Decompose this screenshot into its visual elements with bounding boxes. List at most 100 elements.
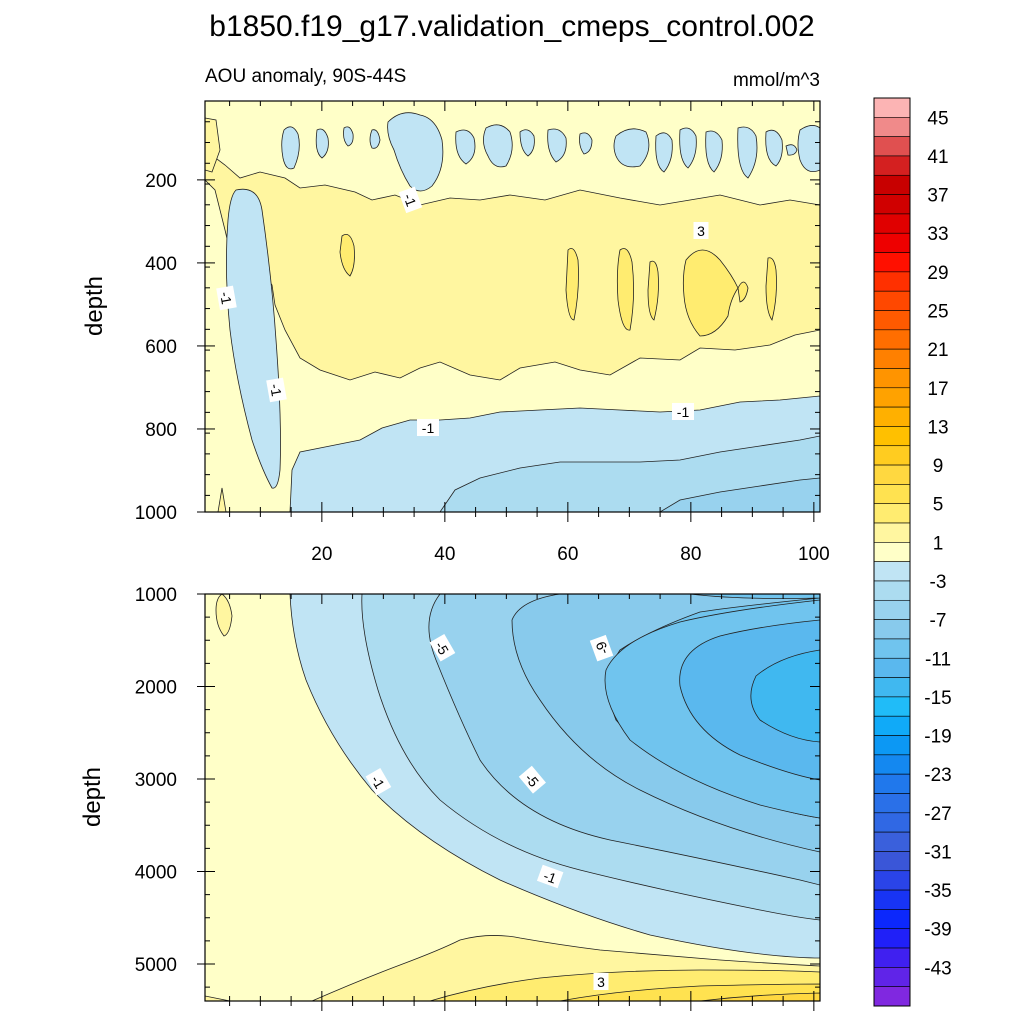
upper-contour-label-text: -1 xyxy=(400,191,419,208)
colorbar-label: 41 xyxy=(927,147,948,168)
colorbar-swatch xyxy=(873,503,911,524)
lower-contour-label: -1 xyxy=(365,767,392,796)
upper-contour-label-text: 3 xyxy=(697,223,705,239)
colorbar-swatch xyxy=(873,368,911,389)
colorbar-swatch xyxy=(873,406,911,427)
lower-y-axis-label: depth xyxy=(79,767,106,827)
upper-y-tick-label: 600 xyxy=(145,337,177,358)
lower-contour-labels: -5 -9 -5 -1 -1 3 xyxy=(365,633,614,990)
colorbar-swatches xyxy=(873,97,911,1007)
colorbar-swatch xyxy=(873,773,911,794)
colorbar-swatch xyxy=(873,580,911,601)
upper-x-tick-label: 20 xyxy=(311,544,332,565)
colorbar-swatch xyxy=(873,252,911,273)
upper-contour-label: -1 xyxy=(672,403,694,420)
colorbar-label: -7 xyxy=(930,611,947,632)
colorbar-swatch xyxy=(873,232,911,253)
lower-contour-label-bg xyxy=(365,767,392,796)
colorbar-swatch xyxy=(873,97,911,118)
colorbar-swatch xyxy=(873,387,911,408)
colorbar-swatch xyxy=(873,136,911,157)
colorbar-swatch xyxy=(873,464,911,485)
lower-contour-label-text: -1 xyxy=(541,867,558,886)
upper-plot-frame xyxy=(204,100,821,513)
panel-subtitle: AOU anomaly, 90S-44S xyxy=(205,66,406,87)
colorbar-swatch xyxy=(873,542,911,562)
colorbar-swatch xyxy=(873,967,911,987)
colorbar-frame xyxy=(873,97,911,1007)
lower-ticks xyxy=(197,593,820,1011)
upper-fill-band xyxy=(205,149,820,381)
colorbar-swatch xyxy=(873,310,911,331)
colorbar-swatch xyxy=(873,657,911,678)
colorbar-label: 9 xyxy=(933,456,944,477)
colorbar-label: 17 xyxy=(927,379,948,400)
lower-y-tick-label: 1000 xyxy=(135,585,177,606)
colorbar-swatch xyxy=(873,174,911,195)
chart-title: b1850.f19_g17.validation_cmeps_control.0… xyxy=(209,10,814,43)
colorbar-swatch xyxy=(873,271,911,292)
colorbar-swatch xyxy=(873,677,911,698)
lower-contour-label-bg xyxy=(429,633,456,662)
colorbar-swatch xyxy=(873,290,911,311)
colorbar-swatch xyxy=(873,715,911,736)
upper-tick-labels: 20 40 60 80 100 200 400 600 800 1000 xyxy=(135,171,830,565)
upper-y-axis-label: depth xyxy=(81,276,108,336)
upper-contour-label-text: -1 xyxy=(677,404,690,420)
lower-contour-label-text: 3 xyxy=(597,974,605,990)
colorbar-labels: 45 41 37 33 29 25 21 17 13 9 5 1 -3 -7 -11 -15 -19 -23 -27… xyxy=(924,108,951,979)
upper-fill-left-tongue xyxy=(226,188,281,489)
colorbar-swatch xyxy=(873,329,911,350)
lower-contour-label: -1 xyxy=(536,864,564,889)
colorbar-label: -19 xyxy=(924,727,951,748)
lower-panel: 1000 2000 3000 4000 5000 -5 -9 -5 -1 -1 3 depth xyxy=(79,585,821,1011)
colorbar-swatch xyxy=(873,812,911,833)
colorbar-swatch xyxy=(873,194,911,215)
upper-contour-label: -1 xyxy=(417,419,439,436)
colorbar-label: -39 xyxy=(924,920,951,941)
lower-tick-labels: 1000 2000 3000 4000 5000 xyxy=(135,585,177,976)
lower-contour-label-text: -9 xyxy=(592,639,611,656)
colorbar-label: -31 xyxy=(924,842,951,863)
colorbar-swatch xyxy=(873,619,911,640)
upper-ticks xyxy=(197,100,820,522)
colorbar-label: -3 xyxy=(930,572,947,593)
lower-plot-frame xyxy=(204,593,821,1002)
upper-contour-label-bg xyxy=(216,285,237,311)
colorbar-swatch xyxy=(873,638,911,659)
lower-y-tick-label: 4000 xyxy=(135,863,177,884)
colorbar-swatch xyxy=(873,909,911,930)
colorbar-label: -15 xyxy=(924,688,951,709)
colorbar-swatch xyxy=(873,851,911,872)
colorbar-swatch xyxy=(873,870,911,891)
lower-y-tick-label: 2000 xyxy=(135,678,177,699)
colorbar-label: 37 xyxy=(927,186,948,207)
upper-contour-label-bg xyxy=(266,377,287,403)
lower-contour-label-bg xyxy=(536,864,564,889)
colorbar-swatch xyxy=(873,348,911,369)
colorbar-label: 25 xyxy=(927,302,948,323)
colorbar-swatch xyxy=(873,928,911,949)
colorbar-label: -27 xyxy=(924,804,951,825)
upper-contour-label-text: -1 xyxy=(267,382,285,397)
colorbar-label: 5 xyxy=(933,495,944,516)
colorbar-label: -35 xyxy=(924,881,951,902)
colorbar-swatch xyxy=(873,735,911,756)
upper-contour-label-text: -1 xyxy=(217,290,235,305)
lower-contour-label-bg xyxy=(518,765,546,794)
lower-contour-label-bg xyxy=(589,634,614,662)
lower-fill-blue-13 xyxy=(750,649,820,743)
upper-contour-label-text: -1 xyxy=(422,420,435,436)
colorbar-swatch xyxy=(873,155,911,176)
lower-contour-label: 3 xyxy=(593,973,609,990)
lower-y-tick-label: 5000 xyxy=(135,955,177,976)
upper-y-tick-label: 200 xyxy=(145,171,177,192)
colorbar-swatch xyxy=(873,947,911,968)
upper-y-tick-label: 800 xyxy=(145,420,177,441)
upper-contour-fills xyxy=(205,101,820,512)
upper-contour-labels: -1 -1 -1 -1 -1 3 xyxy=(216,186,709,436)
colorbar-swatch xyxy=(873,213,911,234)
colorbar-swatch xyxy=(873,599,911,620)
